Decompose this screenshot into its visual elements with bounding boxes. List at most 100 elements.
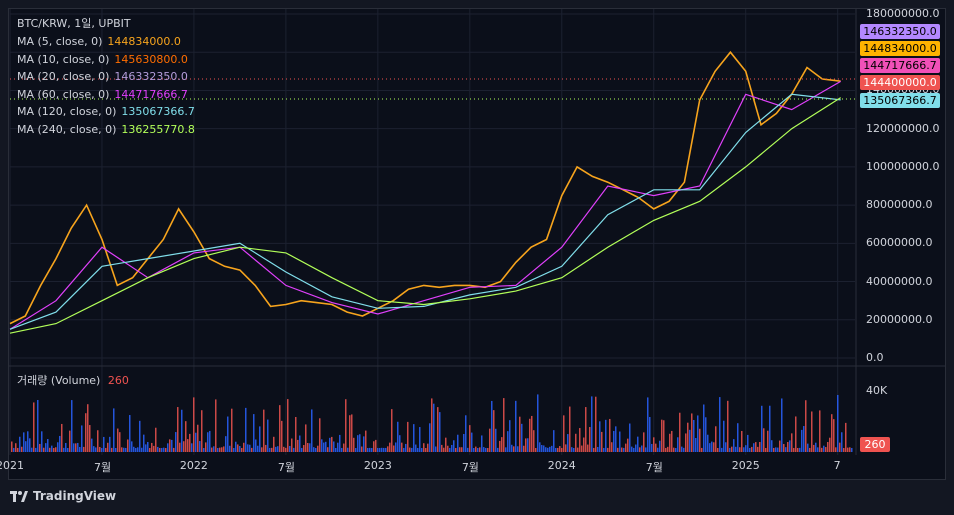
volume-bar xyxy=(757,446,759,452)
indicator-value: 144717666.7 xyxy=(114,87,188,101)
volume-bar xyxy=(311,409,313,452)
volume-bar xyxy=(721,447,723,452)
volume-bar xyxy=(197,424,199,452)
volume-bar xyxy=(777,447,779,452)
volume-bar xyxy=(17,447,19,452)
price-tag: 146332350.0 xyxy=(860,24,940,39)
volume-bar xyxy=(557,447,559,452)
volume-bar xyxy=(183,441,185,452)
volume-bar xyxy=(37,399,39,452)
volume-bar xyxy=(211,447,213,452)
indicator-label: MA (5, close, 0) xyxy=(17,35,103,48)
indicator-legend-item[interactable]: MA (120, close, 0) 135067366.7 xyxy=(17,105,195,119)
volume-bar xyxy=(465,415,467,452)
volume-bar xyxy=(717,447,719,452)
volume-bar xyxy=(411,447,413,452)
indicator-legend-item[interactable]: MA (240, close, 0) 136255770.8 xyxy=(17,123,195,137)
volume-bar xyxy=(523,445,525,452)
volume-bar xyxy=(661,419,663,452)
volume-bar xyxy=(327,447,329,452)
volume-bar xyxy=(341,447,343,452)
volume-bar xyxy=(577,447,579,452)
volume-bar xyxy=(719,397,721,452)
volume-bar xyxy=(65,442,67,452)
series-line xyxy=(9,97,842,334)
volume-bar xyxy=(845,422,847,452)
volume-bar xyxy=(389,442,391,452)
indicator-legend-item[interactable]: MA (10, close, 0) 145630800.0 xyxy=(17,53,188,67)
volume-bar xyxy=(683,447,685,452)
volume-bar xyxy=(725,442,727,452)
volume-legend: 거래량 (Volume) 260 xyxy=(17,374,129,388)
volume-bar xyxy=(13,447,15,452)
volume-bar xyxy=(179,442,181,452)
tradingview-logo[interactable]: TradingView xyxy=(10,489,116,503)
volume-bar xyxy=(413,424,415,452)
volume-bar xyxy=(609,418,611,452)
volume-bar xyxy=(625,443,627,452)
volume-bar xyxy=(643,432,645,452)
x-tick-label: 7월 xyxy=(277,461,296,474)
volume-bar xyxy=(185,421,187,452)
volume-bar xyxy=(235,441,237,452)
volume-bar xyxy=(81,425,83,452)
volume-bar xyxy=(417,448,419,452)
x-tick-label: 7월 xyxy=(93,461,112,474)
volume-bar xyxy=(19,436,21,452)
volume-bar xyxy=(693,420,695,452)
volume-bar xyxy=(689,429,691,452)
volume-bar xyxy=(21,446,23,452)
volume-bar xyxy=(39,443,41,452)
volume-bar xyxy=(133,446,135,452)
volume-bar xyxy=(673,447,675,452)
volume-bar xyxy=(463,434,465,452)
volume-bar xyxy=(469,425,471,452)
volume-bar xyxy=(11,441,13,452)
indicator-legend-item[interactable]: MA (5, close, 0) 144834000.0 xyxy=(17,35,181,49)
volume-bar xyxy=(459,447,461,452)
volume-bar xyxy=(759,441,761,452)
indicator-legend-item[interactable]: MA (60, close, 0) 144717666.7 xyxy=(17,88,188,102)
volume-bar xyxy=(395,442,397,452)
volume-bar xyxy=(815,442,817,452)
volume-bar xyxy=(363,436,365,452)
volume-bar xyxy=(601,431,603,452)
volume-bar xyxy=(727,400,729,452)
volume-bar xyxy=(261,447,263,452)
volume-bar xyxy=(763,428,765,452)
volume-bar xyxy=(249,444,251,452)
volume-bar xyxy=(31,447,33,452)
volume-bar xyxy=(439,412,441,452)
volume-bar xyxy=(821,447,823,452)
volume-bar xyxy=(347,447,349,452)
volume-bar xyxy=(415,444,417,452)
volume-bar xyxy=(497,447,499,452)
volume-bar xyxy=(287,399,289,452)
volume-bar xyxy=(587,444,589,452)
volume-bar xyxy=(537,394,539,452)
volume-bar xyxy=(799,447,801,452)
volume-bar xyxy=(149,447,151,452)
volume-bar xyxy=(83,446,85,452)
volume-bar xyxy=(443,447,445,452)
volume-bar xyxy=(89,425,91,452)
volume-bar xyxy=(353,437,355,452)
volume-bar xyxy=(121,447,123,452)
volume-bar xyxy=(843,448,845,452)
volume-bar xyxy=(355,447,357,452)
y-tick-label: 20000000.0 xyxy=(866,312,933,326)
volume-bar xyxy=(823,445,825,452)
volume-bar xyxy=(503,398,505,452)
volume-bar xyxy=(203,447,205,452)
volume-bar xyxy=(447,445,449,452)
x-tick-label: 7월 xyxy=(645,461,663,474)
volume-bar xyxy=(371,447,373,452)
volume-bar xyxy=(667,446,669,452)
chart-frame[interactable] xyxy=(8,8,946,480)
indicator-legend-item[interactable]: MA (20, close, 0) 146332350.0 xyxy=(17,70,188,84)
symbol-title: BTC/KRW, 1일, UPBIT xyxy=(17,17,131,30)
volume-bar xyxy=(419,427,421,452)
price-tag: 135067366.7 xyxy=(860,93,940,108)
volume-bar xyxy=(647,397,649,452)
